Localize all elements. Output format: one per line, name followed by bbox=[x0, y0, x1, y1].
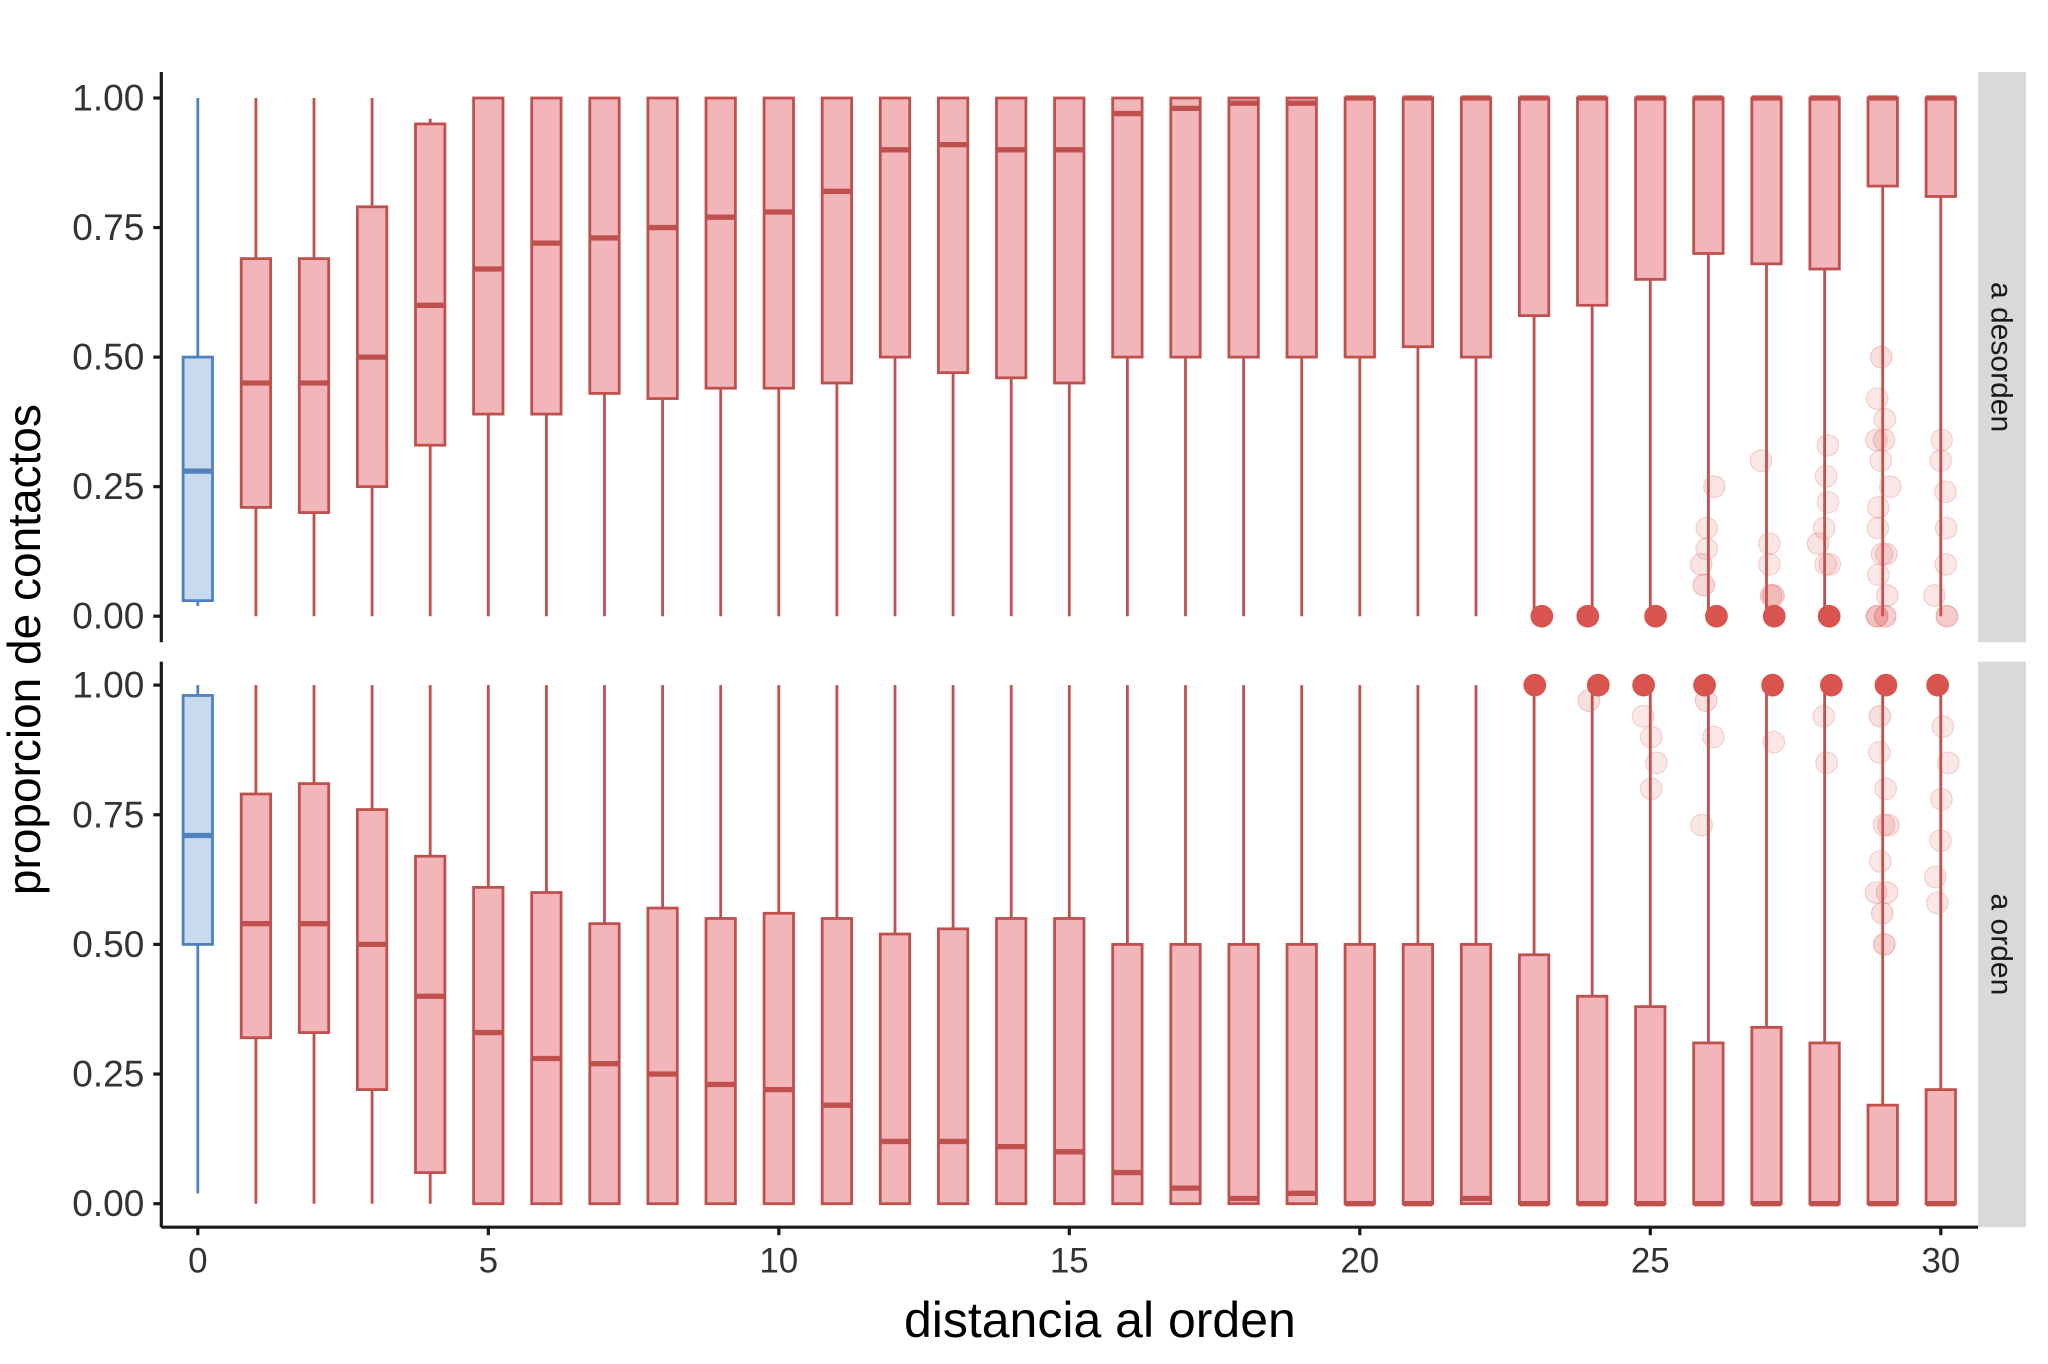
svg-text:0.00: 0.00 bbox=[72, 596, 144, 637]
svg-text:1.00: 1.00 bbox=[72, 78, 144, 119]
svg-text:0.75: 0.75 bbox=[72, 207, 144, 248]
svg-text:15: 15 bbox=[1050, 1242, 1089, 1281]
svg-text:0.25: 0.25 bbox=[72, 466, 144, 507]
svg-text:0.50: 0.50 bbox=[72, 924, 144, 965]
svg-text:0: 0 bbox=[188, 1242, 207, 1281]
svg-text:distancia al orden: distancia al orden bbox=[904, 1292, 1296, 1348]
svg-text:a desorden: a desorden bbox=[1985, 282, 2018, 432]
svg-text:10: 10 bbox=[759, 1242, 798, 1281]
svg-text:0.75: 0.75 bbox=[72, 794, 144, 835]
svg-text:0.00: 0.00 bbox=[72, 1183, 144, 1224]
svg-text:a orden: a orden bbox=[1985, 894, 2018, 996]
svg-text:0.50: 0.50 bbox=[72, 337, 144, 378]
svg-text:20: 20 bbox=[1340, 1242, 1379, 1281]
svg-text:25: 25 bbox=[1631, 1242, 1670, 1281]
svg-text:0.25: 0.25 bbox=[72, 1054, 144, 1095]
svg-text:1.00: 1.00 bbox=[72, 665, 144, 706]
svg-text:proporcion de contactos: proporcion de contactos bbox=[0, 404, 50, 895]
svg-text:30: 30 bbox=[1921, 1242, 1960, 1281]
svg-text:5: 5 bbox=[479, 1242, 498, 1281]
